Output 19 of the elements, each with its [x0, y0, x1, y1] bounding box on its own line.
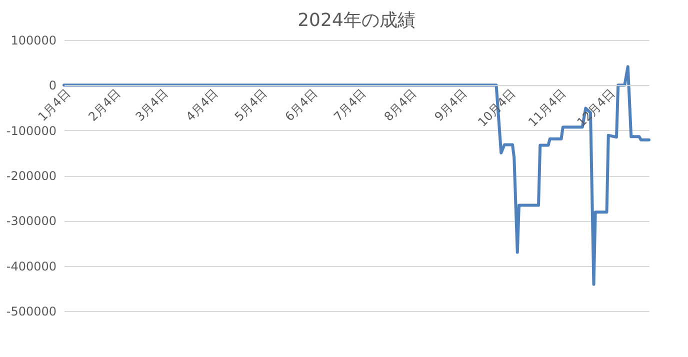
- x-tick-label: 2月4日: [86, 86, 124, 124]
- x-tick-label: 10月4日: [475, 86, 518, 130]
- y-tick-label: -300000: [6, 214, 56, 228]
- x-tick-label: 6月4日: [282, 86, 320, 124]
- y-tick-label: 100000: [10, 34, 56, 48]
- chart-title: 2024年の成績: [298, 10, 416, 31]
- x-tick-label: 3月4日: [132, 86, 170, 124]
- y-tick-label: -500000: [6, 304, 56, 318]
- x-tick-label: 11月4日: [526, 86, 569, 130]
- x-tick-label: 8月4日: [381, 86, 420, 124]
- y-tick-label: -100000: [6, 124, 56, 138]
- x-tick-label: 9月4日: [432, 86, 470, 124]
- y-tick-label: 0: [48, 78, 56, 93]
- x-tick-label: 4月4日: [183, 86, 221, 124]
- y-tick-label: -400000: [6, 259, 56, 274]
- x-tick-label: 12月4日: [574, 86, 618, 130]
- x-tick-label: 7月4日: [331, 86, 369, 124]
- y-tick-label: -200000: [6, 169, 56, 183]
- x-tick-label: 5月4日: [232, 86, 270, 124]
